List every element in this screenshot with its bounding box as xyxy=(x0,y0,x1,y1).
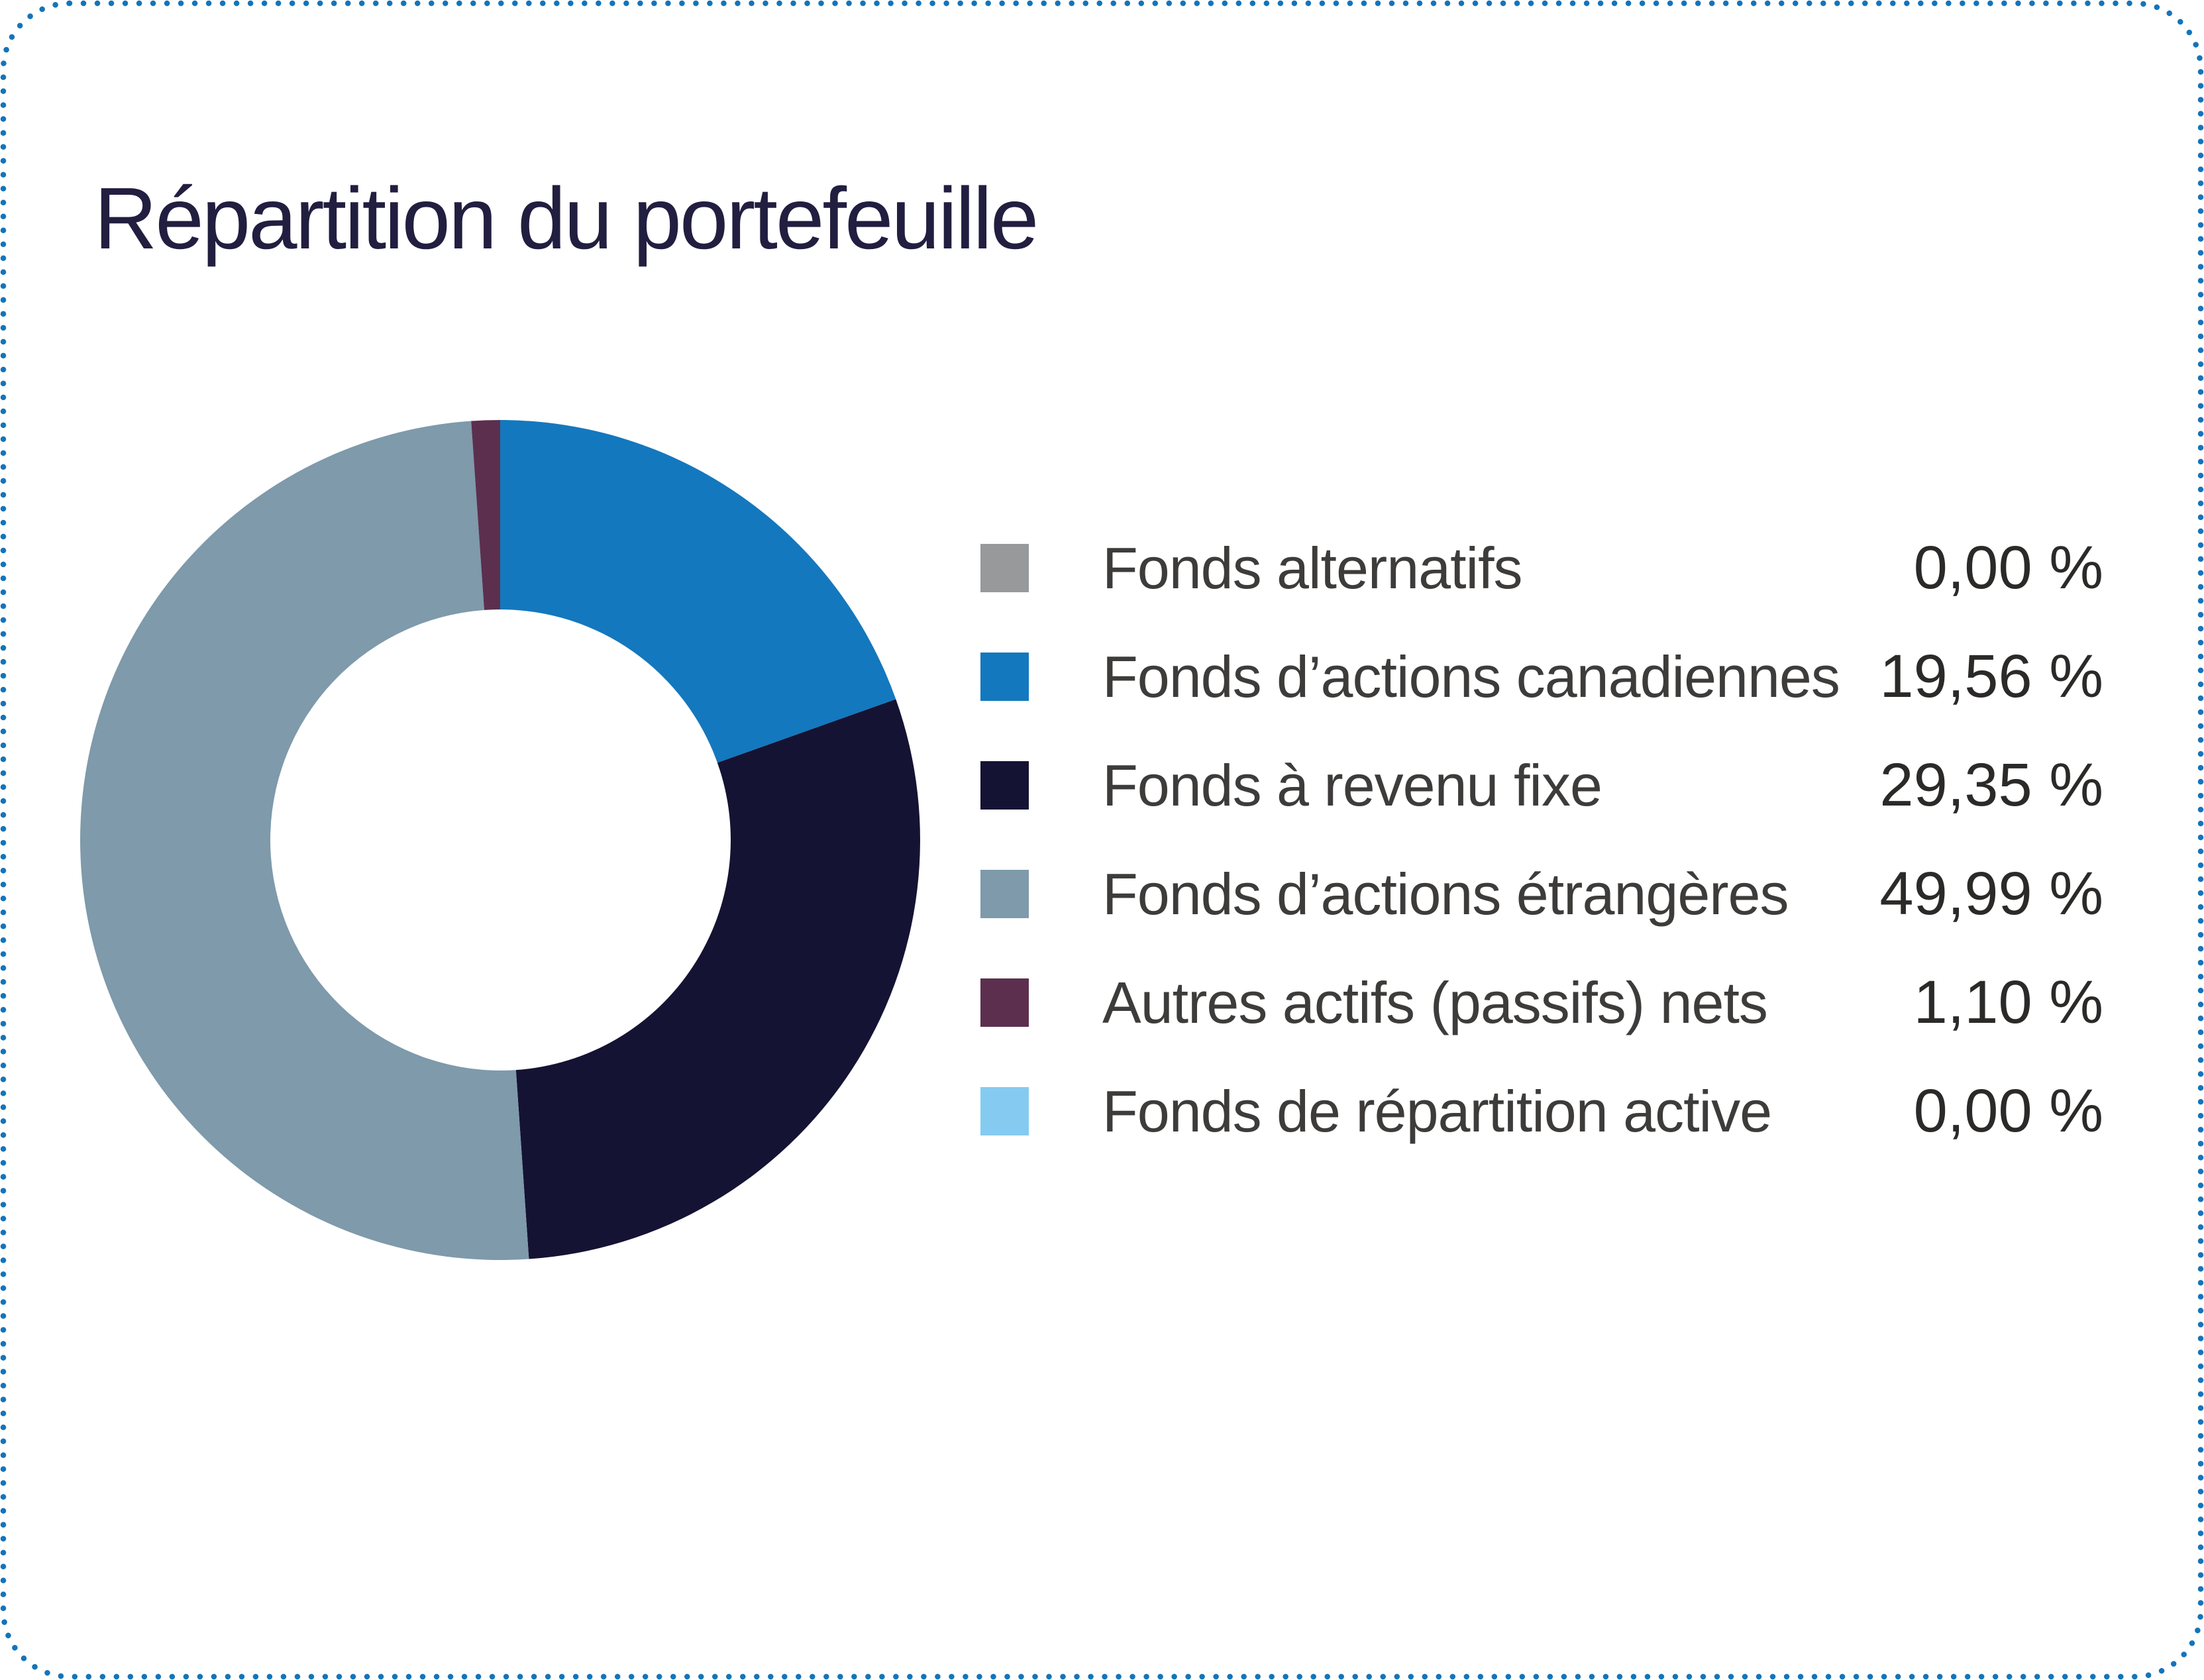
legend-label: Fonds d’actions canadiennes xyxy=(1102,644,1840,709)
donut-slice xyxy=(80,421,529,1260)
legend-label: Autres actifs (passifs) nets xyxy=(1102,970,1768,1035)
legend-label: Fonds de répartition active xyxy=(1102,1078,1772,1144)
legend-swatch xyxy=(980,1087,1029,1135)
legend-item: Autres actifs (passifs) nets 1,10 % xyxy=(980,969,2103,1036)
legend-value: 19,56 % xyxy=(1879,643,2103,710)
legend-item: Fonds d’actions étrangères 49,99 % xyxy=(980,860,2103,927)
donut-chart-container xyxy=(80,420,920,1260)
donut-slice xyxy=(471,420,500,610)
legend-item: Fonds à revenu fixe 29,35 % xyxy=(980,751,2103,819)
legend-swatch xyxy=(980,870,1029,918)
legend-item: Fonds de répartition active 0,00 % xyxy=(980,1077,2103,1145)
legend-value: 1,10 % xyxy=(1913,969,2103,1036)
legend-swatch xyxy=(980,653,1029,701)
legend-item: Fonds d’actions canadiennes 19,56 % xyxy=(980,643,2103,710)
legend: Fonds alternatifs 0,00 % Fonds d’actions… xyxy=(980,534,2103,1145)
donut-chart xyxy=(80,420,920,1260)
donut-slice xyxy=(515,699,920,1259)
legend-label: Fonds alternatifs xyxy=(1102,535,1523,601)
legend-swatch xyxy=(980,978,1029,1027)
legend-label: Fonds d’actions étrangères xyxy=(1102,861,1789,927)
page-title: Répartition du portefeuille xyxy=(94,170,1039,267)
legend-value: 49,99 % xyxy=(1879,860,2103,927)
legend-value: 29,35 % xyxy=(1879,751,2103,819)
legend-swatch xyxy=(980,544,1029,592)
donut-slice xyxy=(500,420,896,763)
legend-value: 0,00 % xyxy=(1913,1077,2103,1145)
legend-value: 0,00 % xyxy=(1913,534,2103,602)
legend-item: Fonds alternatifs 0,00 % xyxy=(980,534,2103,602)
legend-swatch xyxy=(980,761,1029,810)
legend-label: Fonds à revenu fixe xyxy=(1102,753,1602,818)
